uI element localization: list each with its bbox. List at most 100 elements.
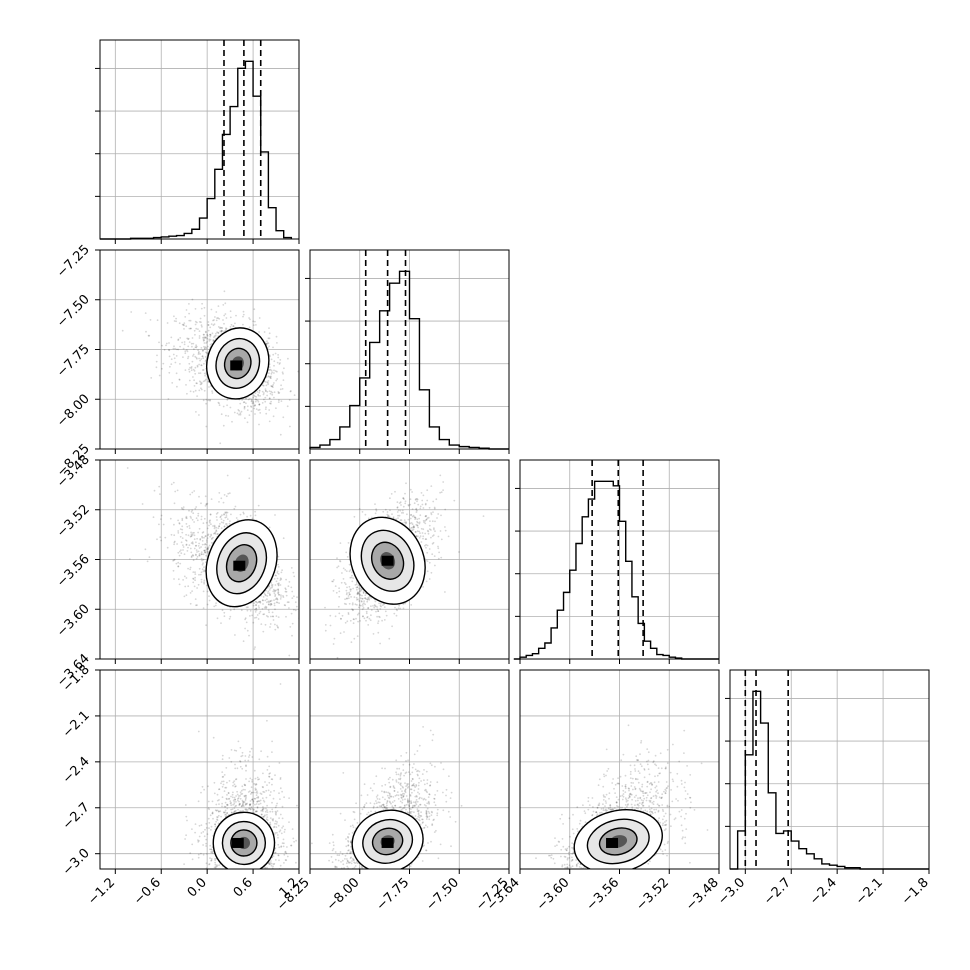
- scatter-point: [434, 530, 436, 533]
- scatter-point: [249, 750, 251, 753]
- scatter-point: [426, 551, 429, 554]
- scatter-point: [275, 574, 277, 577]
- scatter-point: [160, 514, 163, 517]
- scatter-point: [259, 600, 262, 603]
- scatter-point: [203, 582, 206, 585]
- scatter-point: [192, 376, 194, 378]
- scatter-point: [268, 603, 270, 606]
- scatter-point: [276, 802, 278, 805]
- scatter-point: [215, 513, 218, 515]
- scatter-point: [201, 540, 204, 542]
- scatter-point: [440, 556, 443, 559]
- scatter-point: [201, 543, 204, 546]
- scatter-point: [430, 529, 432, 531]
- scatter-point: [265, 342, 268, 345]
- scatter-point: [196, 357, 198, 360]
- scatter-point: [141, 503, 144, 505]
- scatter-point: [194, 579, 197, 582]
- scatter-point: [235, 809, 237, 812]
- scatter-point: [344, 569, 347, 571]
- scatter-point: [199, 317, 202, 320]
- scatter-point: [253, 811, 255, 814]
- scatter-point: [210, 538, 213, 540]
- scatter-point: [202, 380, 205, 383]
- scatter-point: [258, 391, 261, 394]
- scatter-point: [188, 319, 191, 322]
- scatter-point: [218, 404, 221, 407]
- scatter-point: [206, 603, 209, 606]
- scatter-point: [220, 497, 223, 500]
- scatter-point: [251, 798, 253, 801]
- scatter-point: [358, 604, 361, 606]
- scatter-point: [339, 617, 342, 620]
- scatter-point: [270, 402, 272, 405]
- scatter-point: [179, 363, 181, 365]
- scatter-point: [334, 615, 337, 618]
- scatter-point: [360, 600, 363, 602]
- scatter-point: [200, 852, 202, 855]
- scatter-point: [266, 394, 268, 397]
- scatter-point: [410, 514, 412, 516]
- scatter-point: [430, 512, 432, 514]
- scatter-point: [358, 590, 361, 593]
- scatter-point: [416, 518, 419, 521]
- scatter-point: [205, 539, 208, 542]
- scatter-point: [429, 520, 431, 522]
- scatter-point: [377, 620, 380, 622]
- scatter-point: [270, 385, 272, 387]
- scatter-point: [213, 532, 215, 535]
- scatter-point: [215, 529, 218, 532]
- scatter-point: [266, 390, 269, 393]
- scatter-point: [267, 337, 270, 340]
- scatter-point: [276, 370, 278, 373]
- scatter-point: [363, 617, 366, 620]
- scatter-point: [188, 509, 190, 512]
- scatter-point: [344, 621, 347, 624]
- scatter-point: [283, 604, 286, 606]
- scatter-point: [243, 406, 246, 408]
- scatter-point: [168, 355, 171, 358]
- scatter-point: [208, 386, 210, 388]
- scatter-point: [355, 583, 358, 586]
- scatter-point: [213, 336, 215, 339]
- scatter-point: [350, 576, 353, 579]
- scatter-point: [209, 513, 212, 516]
- scatter-point: [205, 535, 207, 537]
- scatter-point: [173, 523, 175, 526]
- scatter-point: [264, 594, 267, 597]
- scatter-point: [380, 605, 382, 608]
- scatter-point: [198, 547, 201, 549]
- scatter-point: [272, 346, 274, 349]
- scatter-point: [193, 379, 196, 382]
- scatter-point: [244, 799, 247, 801]
- scatter-point: [366, 600, 369, 603]
- scatter-point: [228, 896, 230, 898]
- scatter-point: [181, 341, 184, 344]
- scatter-point: [144, 548, 147, 551]
- scatter-point: [181, 323, 184, 326]
- scatter-point: [202, 333, 205, 336]
- scatter-point: [404, 492, 406, 495]
- scatter-point: [414, 531, 417, 533]
- scatter-point: [200, 515, 203, 518]
- scatter-point: [279, 362, 281, 364]
- scatter-point: [251, 517, 254, 520]
- scatter-point: [269, 355, 271, 358]
- scatter-point: [270, 603, 273, 605]
- scatter-point: [370, 614, 372, 617]
- scatter-point: [339, 542, 342, 544]
- scatter-point: [422, 494, 425, 497]
- histogram-panel-3: [725, 669, 930, 870]
- scatter-point: [245, 803, 248, 806]
- scatter-point: [257, 400, 260, 403]
- scatter-point: [240, 410, 243, 413]
- scatter-point: [288, 581, 291, 583]
- scatter-point: [428, 506, 431, 509]
- scatter-point: [395, 518, 398, 520]
- scatter-point: [202, 607, 205, 609]
- scatter-point: [241, 399, 244, 401]
- scatter-point: [193, 370, 196, 372]
- scatter-point: [411, 529, 414, 532]
- scatter-point: [360, 604, 362, 607]
- scatter-point: [253, 405, 256, 407]
